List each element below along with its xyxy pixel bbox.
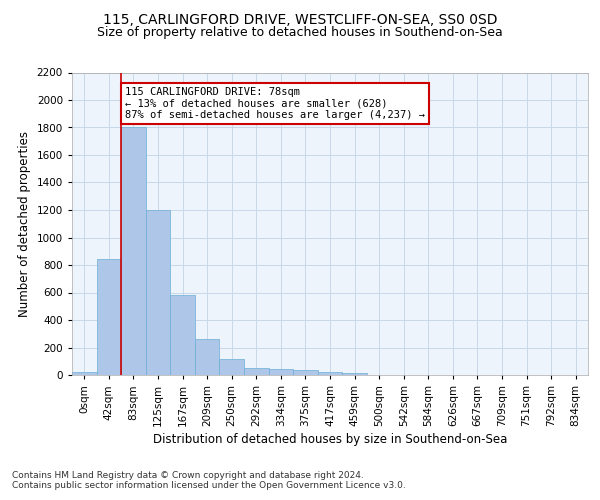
Text: 115, CARLINGFORD DRIVE, WESTCLIFF-ON-SEA, SS0 0SD: 115, CARLINGFORD DRIVE, WESTCLIFF-ON-SEA…: [103, 12, 497, 26]
Text: Size of property relative to detached houses in Southend-on-Sea: Size of property relative to detached ho…: [97, 26, 503, 39]
Bar: [244, 368, 269, 375]
Bar: [146, 210, 170, 375]
Bar: [318, 372, 342, 375]
Text: 115 CARLINGFORD DRIVE: 78sqm
← 13% of detached houses are smaller (628)
87% of s: 115 CARLINGFORD DRIVE: 78sqm ← 13% of de…: [125, 87, 425, 120]
Bar: [293, 370, 318, 375]
Bar: [220, 359, 244, 375]
Bar: [195, 339, 220, 375]
Bar: [97, 259, 121, 375]
Bar: [72, 372, 97, 375]
Bar: [342, 373, 367, 375]
Y-axis label: Number of detached properties: Number of detached properties: [18, 130, 31, 317]
Bar: [170, 294, 195, 375]
Bar: [121, 128, 146, 375]
Text: Contains HM Land Registry data © Crown copyright and database right 2024.: Contains HM Land Registry data © Crown c…: [12, 471, 364, 480]
Bar: [269, 369, 293, 375]
X-axis label: Distribution of detached houses by size in Southend-on-Sea: Distribution of detached houses by size …: [153, 433, 507, 446]
Text: Contains public sector information licensed under the Open Government Licence v3: Contains public sector information licen…: [12, 481, 406, 490]
